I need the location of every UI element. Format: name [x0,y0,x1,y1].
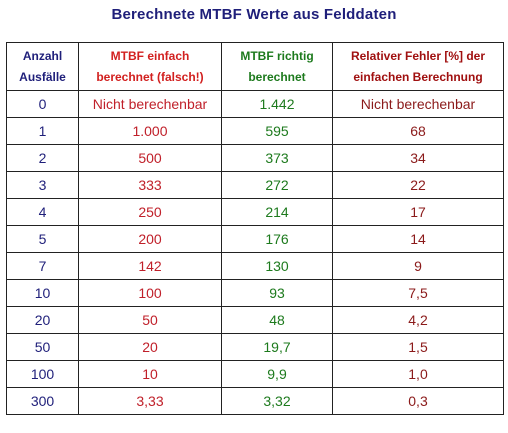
cell-mtbf-richtig: 1.442 [221,90,333,118]
cell-relativer-fehler: 1,0 [332,360,504,388]
cell-mtbf-einfach: 1.000 [78,117,222,145]
header-mtbf-einfach: MTBF einfach berechnet (falsch!) [78,42,222,91]
cell-mtbf-einfach: 250 [78,198,222,226]
cell-mtbf-richtig: 9,9 [221,360,333,388]
table-row: 4 250 214 17 [6,198,504,226]
page-title: Berechnete MTBF Werte aus Felddaten [111,6,397,23]
cell-anzahl: 0 [6,90,79,118]
header-line: Relativer Fehler [%] der [350,48,486,63]
cell-mtbf-einfach: 3,33 [78,387,222,415]
table-row: 50 20 19,7 1,5 [6,333,504,361]
cell-mtbf-einfach: 50 [78,306,222,334]
cell-relativer-fehler: 17 [332,198,504,226]
header-line: Ausfälle [19,69,66,84]
cell-mtbf-richtig: 93 [221,279,333,307]
cell-anzahl: 2 [6,144,79,172]
cell-relativer-fehler: 1,5 [332,333,504,361]
cell-anzahl: 3 [6,171,79,199]
cell-anzahl: 100 [6,360,79,388]
table-row: 10 100 93 7,5 [6,279,504,307]
cell-anzahl: 300 [6,387,79,415]
mtbf-table: Anzahl Ausfälle MTBF einfach berechnet (… [6,42,504,415]
cell-mtbf-einfach: 200 [78,225,222,253]
cell-anzahl: 5 [6,225,79,253]
cell-mtbf-richtig: 373 [221,144,333,172]
cell-anzahl: 20 [6,306,79,334]
header-line: Anzahl [22,48,63,63]
header-line: berechnet [248,69,306,84]
table-header-row: Anzahl Ausfälle MTBF einfach berechnet (… [6,42,504,91]
cell-mtbf-richtig: 214 [221,198,333,226]
cell-mtbf-einfach: 20 [78,333,222,361]
cell-mtbf-richtig: 3,32 [221,387,333,415]
cell-relativer-fehler: 68 [332,117,504,145]
cell-anzahl: 50 [6,333,79,361]
header-line: berechnet (falsch!) [96,69,204,84]
table-row: 1 1.000 595 68 [6,117,504,145]
cell-mtbf-einfach: 100 [78,279,222,307]
cell-mtbf-einfach: Nicht berechenbar [78,90,222,118]
table-row: 5 200 176 14 [6,225,504,253]
cell-relativer-fehler: 4,2 [332,306,504,334]
table-row: 100 10 9,9 1,0 [6,360,504,388]
table-row: 300 3,33 3,32 0,3 [6,387,504,415]
cell-mtbf-richtig: 272 [221,171,333,199]
cell-anzahl: 10 [6,279,79,307]
cell-anzahl: 7 [6,252,79,280]
cell-mtbf-richtig: 19,7 [221,333,333,361]
cell-mtbf-einfach: 500 [78,144,222,172]
cell-relativer-fehler: 22 [332,171,504,199]
header-line: MTBF einfach [110,48,190,63]
table-row: 2 500 373 34 [6,144,504,172]
cell-mtbf-richtig: 595 [221,117,333,145]
cell-relativer-fehler: 9 [332,252,504,280]
cell-relativer-fehler: 7,5 [332,279,504,307]
table-row: 0 Nicht berechenbar 1.442 Nicht berechen… [6,90,504,118]
cell-mtbf-richtig: 48 [221,306,333,334]
header-anzahl-ausfaelle: Anzahl Ausfälle [6,42,79,91]
table-row: 7 142 130 9 [6,252,504,280]
cell-anzahl: 1 [6,117,79,145]
table-row: 3 333 272 22 [6,171,504,199]
cell-relativer-fehler: 14 [332,225,504,253]
cell-mtbf-richtig: 130 [221,252,333,280]
cell-relativer-fehler: Nicht berechenbar [332,90,504,118]
cell-mtbf-einfach: 10 [78,360,222,388]
header-relativer-fehler: Relativer Fehler [%] der einfachen Berec… [332,42,504,91]
header-line: einfachen Berechnung [353,69,483,84]
cell-mtbf-richtig: 176 [221,225,333,253]
cell-relativer-fehler: 0,3 [332,387,504,415]
cell-anzahl: 4 [6,198,79,226]
cell-relativer-fehler: 34 [332,144,504,172]
cell-mtbf-einfach: 333 [78,171,222,199]
table-row: 20 50 48 4,2 [6,306,504,334]
header-line: MTBF richtig [240,48,314,63]
cell-mtbf-einfach: 142 [78,252,222,280]
header-mtbf-richtig: MTBF richtig berechnet [221,42,333,91]
